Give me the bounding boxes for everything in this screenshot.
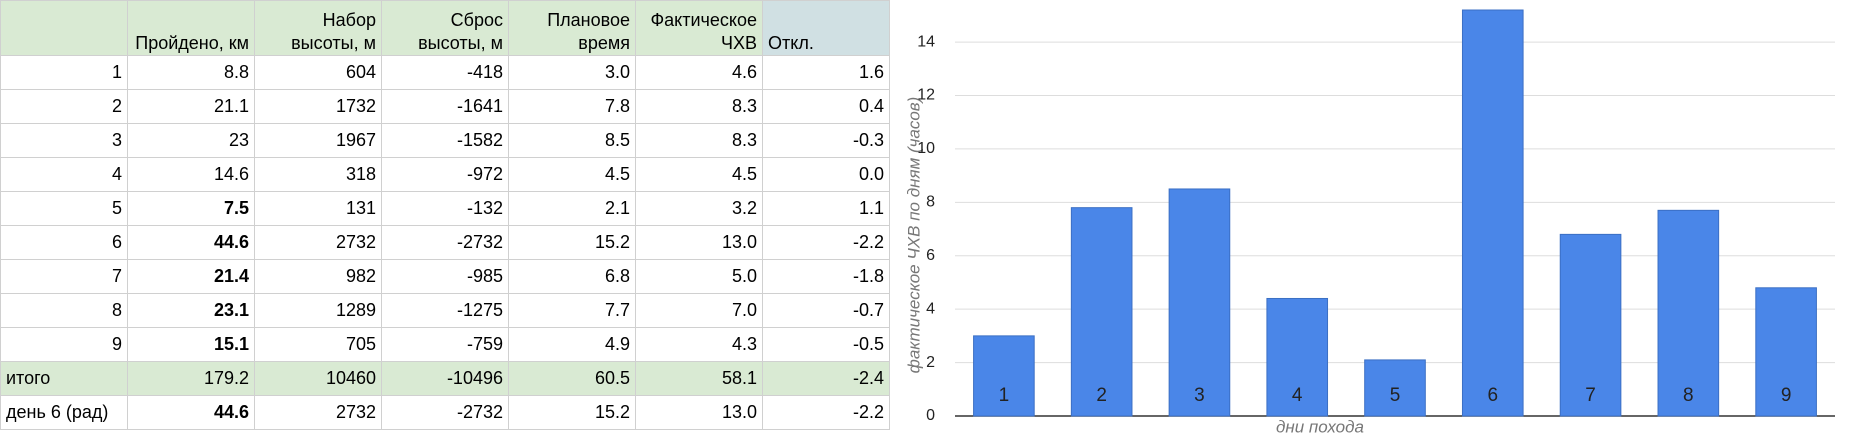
cell: 3 — [0, 123, 128, 158]
cell: -1.8 — [762, 259, 890, 294]
cell: 8.3 — [635, 123, 763, 158]
spreadsheet: Пройдено, км Набор высоты, м Сброс высоты,… — [0, 0, 890, 430]
y-tick-label: 2 — [926, 354, 935, 371]
cell: 179.2 — [127, 361, 255, 396]
header-cell: Откл. — [762, 0, 890, 56]
row: 5 7.5 131 -132 2.1 3.2 1.1 — [0, 191, 890, 226]
row: 8 23.1 1289 -1275 7.7 7.0 -0.7 — [0, 293, 890, 328]
cell: -759 — [381, 327, 509, 362]
cell: 7.5 — [127, 191, 255, 226]
cell: 318 — [254, 157, 382, 192]
header-row: Пройдено, км Набор высоты, м Сброс высоты,… — [0, 0, 890, 56]
cell: 44.6 — [127, 395, 255, 430]
cell: -2732 — [381, 395, 509, 430]
bar — [1364, 359, 1426, 417]
cell: 13.0 — [635, 395, 763, 430]
x-tick-label: 4 — [1292, 385, 1303, 406]
cell: итого — [0, 361, 128, 396]
bar — [1657, 209, 1720, 417]
cell: 2732 — [254, 225, 382, 260]
x-tick-label: 9 — [1781, 385, 1792, 406]
y-tick-label: 4 — [926, 300, 935, 317]
x-tick-label: 3 — [1194, 385, 1205, 406]
cell: 5 — [0, 191, 128, 226]
cell: -0.5 — [762, 327, 890, 362]
bar — [1755, 287, 1817, 417]
cell: 8.8 — [127, 55, 255, 90]
header-cell: Фактическое ЧХВ — [635, 0, 763, 56]
header-cell: Сброс высоты, м — [381, 0, 509, 56]
cell: -2.2 — [762, 225, 890, 260]
cell: 8 — [0, 293, 128, 328]
cell: 4.5 — [635, 157, 763, 192]
cell: 5.0 — [635, 259, 763, 294]
cell: 7.8 — [508, 89, 636, 124]
x-tick-label: 8 — [1683, 385, 1694, 406]
cell: 14.6 — [127, 157, 255, 192]
cell: 1289 — [254, 293, 382, 328]
cell: -1275 — [381, 293, 509, 328]
cell: 10460 — [254, 361, 382, 396]
cell: 1732 — [254, 89, 382, 124]
cell: -10496 — [381, 361, 509, 396]
cell: 0.0 — [762, 157, 890, 192]
cell: день 6 (рад) — [0, 395, 128, 430]
cell: 23 — [127, 123, 255, 158]
row: день 6 (рад) 44.6 2732 -2732 15.2 13.0 -2.2 — [0, 395, 890, 430]
x-tick-label: 2 — [1096, 385, 1107, 406]
bar — [1266, 297, 1329, 417]
cell: 1 — [0, 55, 128, 90]
cell: 23.1 — [127, 293, 255, 328]
x-tick-label: 5 — [1390, 385, 1401, 406]
y-tick-label: 14 — [917, 33, 935, 50]
bar — [973, 335, 1035, 417]
cell: 0.4 — [762, 89, 890, 124]
cell: 604 — [254, 55, 382, 90]
cell: 21.4 — [127, 259, 255, 294]
cell: -0.3 — [762, 123, 890, 158]
row: 1 8.8 604 -418 3.0 4.6 1.6 — [0, 55, 890, 90]
cell: 9 — [0, 327, 128, 362]
row: 3 23 1967 -1582 8.5 8.3 -0.3 — [0, 123, 890, 158]
header-cell: Набор высоты, м — [254, 0, 382, 56]
cell: 1.1 — [762, 191, 890, 226]
cell: -985 — [381, 259, 509, 294]
cell: 15.2 — [508, 225, 636, 260]
y-tick-label: 0 — [926, 407, 935, 424]
y-tick-label: 12 — [917, 87, 935, 104]
row: 2 21.1 1732 -1641 7.8 8.3 0.4 — [0, 89, 890, 124]
cell: 982 — [254, 259, 382, 294]
y-tick-label: 10 — [917, 140, 935, 157]
header-cell: Плановое время — [508, 0, 636, 56]
cell: 7.7 — [508, 293, 636, 328]
cell: 3.0 — [508, 55, 636, 90]
x-tick-label: 1 — [999, 385, 1010, 406]
y-axis-title: фактическое ЧХВ по дням (часов) — [904, 97, 923, 374]
x-tick-label: 7 — [1585, 385, 1596, 406]
cell: -2.2 — [762, 395, 890, 430]
cell: 1.6 — [762, 55, 890, 90]
cell: 21.1 — [127, 89, 255, 124]
y-tick-label: 8 — [926, 194, 935, 211]
bar — [1168, 188, 1231, 417]
cell: 2732 — [254, 395, 382, 430]
bar — [1461, 9, 1524, 417]
x-axis-title: дни похода — [1276, 417, 1364, 436]
cell: -418 — [381, 55, 509, 90]
row: 6 44.6 2732 -2732 15.2 13.0 -2.2 — [0, 225, 890, 260]
header-cell — [0, 0, 128, 56]
cell: -1582 — [381, 123, 509, 158]
bar — [1559, 233, 1622, 417]
x-tick-label: 6 — [1487, 385, 1498, 406]
y-tick-label: 6 — [926, 247, 935, 264]
cell: -0.7 — [762, 293, 890, 328]
cell: -972 — [381, 157, 509, 192]
cell: 15.2 — [508, 395, 636, 430]
cell: -2.4 — [762, 361, 890, 396]
cell: -1641 — [381, 89, 509, 124]
bar — [1070, 207, 1133, 417]
cell: 13.0 — [635, 225, 763, 260]
